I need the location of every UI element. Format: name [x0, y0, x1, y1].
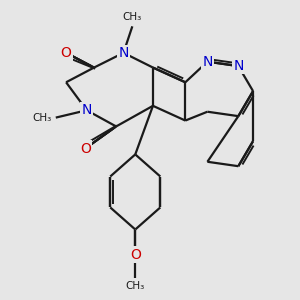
Text: N: N: [202, 55, 213, 69]
Text: N: N: [118, 46, 129, 60]
Text: N: N: [82, 103, 92, 117]
Text: N: N: [233, 59, 244, 73]
Text: CH₃: CH₃: [126, 281, 145, 291]
Text: O: O: [80, 142, 91, 155]
Text: O: O: [61, 46, 71, 60]
Text: O: O: [130, 248, 141, 262]
Text: CH₃: CH₃: [123, 12, 142, 22]
Text: CH₃: CH₃: [32, 112, 51, 123]
